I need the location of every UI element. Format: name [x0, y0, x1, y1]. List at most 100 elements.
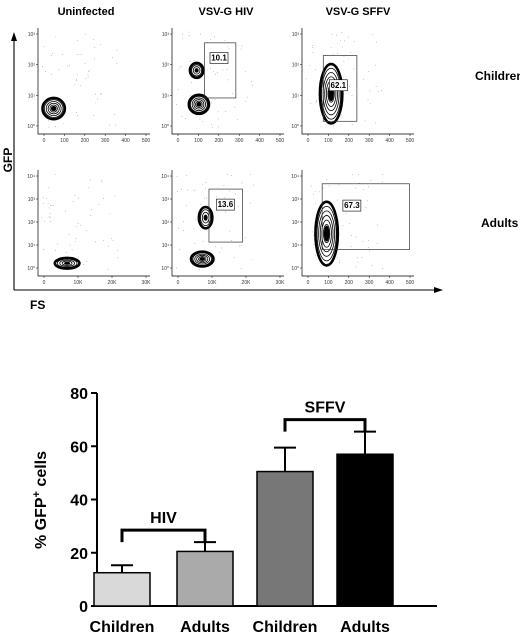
- event-dot: [176, 175, 178, 177]
- contour-line: [188, 61, 205, 80]
- bar-0: [93, 571, 151, 607]
- gfp-axis-label: GFP: [1, 148, 15, 173]
- event-dot: [250, 81, 252, 82]
- event-dot: [203, 197, 205, 199]
- contour-line: [53, 256, 81, 270]
- event-dot: [190, 60, 191, 62]
- panel-y-tick-label: 10³: [292, 32, 300, 38]
- event-dot: [239, 245, 240, 247]
- event-dot: [75, 238, 77, 239]
- gate-percent-box: [342, 199, 362, 212]
- event-dot: [48, 126, 50, 128]
- event-dot: [357, 261, 359, 263]
- contour-line: [192, 252, 212, 266]
- event-dot: [250, 202, 251, 204]
- event-dot: [78, 197, 79, 199]
- event-dot: [76, 112, 77, 113]
- event-dot: [240, 268, 242, 269]
- contour-line: [197, 205, 214, 230]
- event-dot: [177, 191, 178, 192]
- event-dot: [310, 185, 312, 187]
- event-dot: [315, 69, 317, 70]
- event-dot: [212, 126, 213, 128]
- event-dot: [322, 187, 324, 189]
- event-dot: [195, 219, 197, 220]
- panel-y-tick-label: 10³: [162, 197, 170, 203]
- event-dot: [382, 174, 384, 175]
- contour-line: [45, 101, 62, 117]
- event-dot: [42, 249, 44, 250]
- event-dot: [93, 39, 94, 40]
- gate-rectangle: [208, 188, 243, 243]
- event-dot: [225, 211, 227, 213]
- event-dot: [48, 216, 50, 218]
- event-dot: [95, 93, 96, 95]
- y-tick-label: 20: [70, 546, 88, 563]
- event-dot: [336, 199, 338, 201]
- panel-y-tick-label: 10¹: [162, 93, 170, 99]
- event-dot: [54, 250, 56, 251]
- panel-y-tick-label: 10⁰: [27, 124, 35, 130]
- panel-y-tick-label: 10¹: [292, 93, 300, 99]
- contour-population: [53, 256, 81, 270]
- event-dot: [214, 99, 216, 100]
- event-dot: [182, 221, 184, 222]
- flow-panels: 10⁰ 10¹ 10² 10³ 0 100 200 300 400 500 10⁰ 10¹ 10² 10³…: [27, 28, 414, 286]
- event-dot: [55, 126, 56, 127]
- event-dot: [365, 207, 367, 209]
- contour-line: [196, 254, 209, 264]
- event-dot: [370, 180, 372, 181]
- event-dot: [77, 223, 79, 224]
- event-dot: [101, 180, 102, 181]
- event-dot: [72, 200, 74, 202]
- contour-line: [195, 100, 203, 108]
- panel-y-tick-label: 10³: [292, 197, 300, 203]
- event-dot: [355, 266, 357, 268]
- event-dot: [372, 34, 374, 36]
- event-dot: [43, 46, 45, 48]
- x-label-2: Children: [253, 619, 318, 636]
- event-dot: [344, 40, 345, 42]
- event-dot: [376, 41, 377, 43]
- contour-line: [192, 66, 201, 75]
- event-dot: [102, 198, 104, 199]
- event-dot: [185, 117, 186, 119]
- panel-x-tick-label: 0: [307, 138, 310, 144]
- gate-percent-box: [209, 52, 229, 64]
- event-dot: [316, 101, 317, 102]
- event-dot: [78, 54, 80, 56]
- contour-line: [324, 76, 338, 112]
- event-dot: [355, 236, 357, 238]
- row-label-children: Children: [475, 69, 520, 83]
- event-dot: [250, 173, 251, 175]
- event-dot: [88, 70, 90, 71]
- column-header-uninfected: Uninfected: [58, 6, 115, 18]
- event-dot: [89, 179, 91, 181]
- event-dot: [178, 68, 180, 70]
- contour-line: [189, 250, 215, 268]
- event-dot: [69, 65, 70, 66]
- event-dot: [313, 234, 314, 236]
- event-dot: [200, 33, 202, 35]
- event-dot: [221, 247, 223, 249]
- event-dot: [50, 221, 51, 223]
- event-dot: [219, 251, 221, 253]
- event-dot: [66, 252, 67, 253]
- panel-x-tick-label: 100: [60, 138, 69, 144]
- event-dot: [68, 234, 70, 235]
- event-dot: [98, 204, 100, 206]
- panel-x-tick-label: 10K: [208, 280, 218, 286]
- panel-x-tick-label: 300: [365, 138, 374, 144]
- event-dot: [95, 102, 97, 104]
- panel-x-tick-label: 20K: [242, 280, 252, 286]
- event-dot: [358, 173, 359, 175]
- event-dot: [315, 203, 316, 205]
- event-dot: [187, 189, 188, 191]
- event-dot: [211, 124, 213, 126]
- event-dot: [210, 67, 211, 69]
- panel-axes: [301, 170, 414, 277]
- event-dot: [48, 202, 50, 204]
- y-axis-label-main: % GFP: [33, 497, 50, 549]
- flow-panel-r0-c2: 10⁰ 10¹ 10² 10³ 0 100 200 300 400 500 62.1: [291, 28, 414, 144]
- event-dot: [353, 68, 355, 70]
